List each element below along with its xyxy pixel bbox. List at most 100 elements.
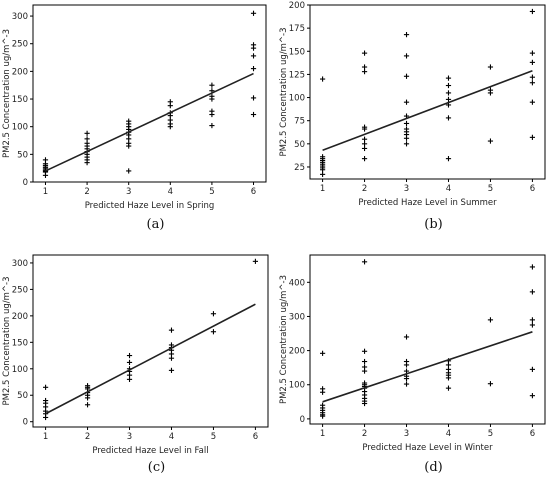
y-tick-label: 100 <box>12 123 28 133</box>
y-tick-label: 125 <box>289 70 305 80</box>
plot-frame <box>309 4 546 180</box>
data-point <box>529 59 536 65</box>
data-point <box>250 95 257 101</box>
data-point <box>126 168 132 174</box>
y-tick-label: 200 <box>12 67 28 77</box>
y-tick-label: 0 <box>23 178 28 188</box>
data-point <box>168 355 175 361</box>
y-axis-label: PM2.5 Concentration ug/m^-3 <box>2 29 12 158</box>
x-tick-label: 4 <box>169 432 174 442</box>
data-point <box>529 393 536 399</box>
chart-panel-2: 1 2 3 4 5 6 25 50 75 100 125 150 175 200 Predicted Haz… <box>279 1 546 232</box>
x-tick-label: 4 <box>168 187 173 197</box>
data-point <box>361 368 368 374</box>
y-tick-label: 150 <box>12 338 28 348</box>
y-tick-label: 300 <box>12 259 28 269</box>
data-point <box>126 143 132 149</box>
data-point <box>403 53 410 59</box>
data-point <box>403 99 410 105</box>
y-tick-label: 150 <box>12 95 28 105</box>
data-point <box>252 258 259 264</box>
data-point <box>84 402 91 408</box>
data-point <box>319 171 326 177</box>
y-tick-label: 100 <box>289 381 305 391</box>
x-tick-label: 1 <box>320 184 325 194</box>
data-point <box>445 90 452 96</box>
x-tick-label: 3 <box>404 429 409 439</box>
data-point <box>487 64 494 70</box>
data-point <box>529 317 536 323</box>
data-point <box>361 348 368 354</box>
x-tick-label: 6 <box>530 184 535 194</box>
plot-frame <box>32 254 269 428</box>
data-point <box>167 124 173 130</box>
data-point <box>361 50 368 56</box>
y-tick-label: 150 <box>289 47 305 57</box>
y-tick-label: 0 <box>23 418 28 428</box>
data-point <box>361 259 368 265</box>
data-point <box>126 136 132 142</box>
x-tick-label: 3 <box>404 184 409 194</box>
data-point <box>42 414 49 421</box>
x-tick-label: 5 <box>488 184 493 194</box>
x-tick-label: 1 <box>43 432 48 442</box>
data-point <box>529 134 536 140</box>
data-point <box>250 53 257 59</box>
x-tick-label: 1 <box>43 187 48 197</box>
data-point <box>319 389 326 395</box>
data-point <box>209 82 215 88</box>
y-tick-label: 75 <box>294 117 305 127</box>
data-point <box>42 172 49 178</box>
data-point <box>168 327 175 333</box>
data-point <box>319 350 326 356</box>
data-point <box>84 160 90 166</box>
x-axis-label: Predicted Haze Level in Spring <box>85 201 215 211</box>
chart-panel-4: 1 2 3 4 5 6 0 100 200 300 400 Predicted Haze Level … <box>279 254 546 475</box>
data-point <box>250 45 257 51</box>
data-point <box>361 136 368 142</box>
x-tick-label: 6 <box>253 432 258 442</box>
data-point <box>445 362 452 368</box>
data-point <box>126 359 133 366</box>
data-point <box>529 289 536 295</box>
panel-label: (a) <box>147 217 165 232</box>
y-tick-label: 200 <box>12 312 28 322</box>
data-point <box>529 74 536 80</box>
x-axis-label: Predicted Haze Level in Fall <box>92 446 208 456</box>
data-point <box>209 122 215 129</box>
y-tick-label: 50 <box>17 391 28 401</box>
x-tick-label: 4 <box>446 429 451 439</box>
regression-line <box>45 72 254 172</box>
chart-panel-1: 1 2 3 4 5 6 0 50 100 150 200 250 300 Predicted Haze L… <box>2 4 267 232</box>
data-point <box>250 111 257 118</box>
data-point <box>210 311 217 317</box>
chart-panel-3: 1 2 3 4 5 6 0 50 100 150 200 250 300 Predicted Haze L… <box>2 254 269 475</box>
data-point <box>445 385 452 391</box>
x-tick-label: 2 <box>362 184 367 194</box>
data-point <box>42 384 49 390</box>
data-point <box>361 64 368 70</box>
x-tick-label: 6 <box>530 429 535 439</box>
data-point <box>487 138 494 144</box>
y-tick-label: 50 <box>294 140 305 150</box>
data-point <box>126 376 133 382</box>
data-point <box>403 135 410 141</box>
data-point <box>529 99 536 105</box>
data-point <box>403 368 410 374</box>
y-axis-label: PM2.5 Concentration ug/m^-3 <box>2 276 12 405</box>
data-point <box>319 413 326 419</box>
x-tick-label: 5 <box>488 429 493 439</box>
regression-line <box>322 331 533 403</box>
y-tick-label: 200 <box>289 347 305 357</box>
data-point <box>361 126 368 132</box>
data-point <box>529 322 536 328</box>
data-point <box>529 264 536 270</box>
data-point <box>529 8 536 15</box>
plot-frame <box>309 254 546 425</box>
x-axis-label: Predicted Haze Level in Summer <box>358 198 497 208</box>
data-point <box>209 96 215 102</box>
data-point <box>84 130 90 136</box>
data-point <box>403 381 410 387</box>
y-tick-label: 400 <box>289 278 305 288</box>
data-point <box>403 120 410 127</box>
